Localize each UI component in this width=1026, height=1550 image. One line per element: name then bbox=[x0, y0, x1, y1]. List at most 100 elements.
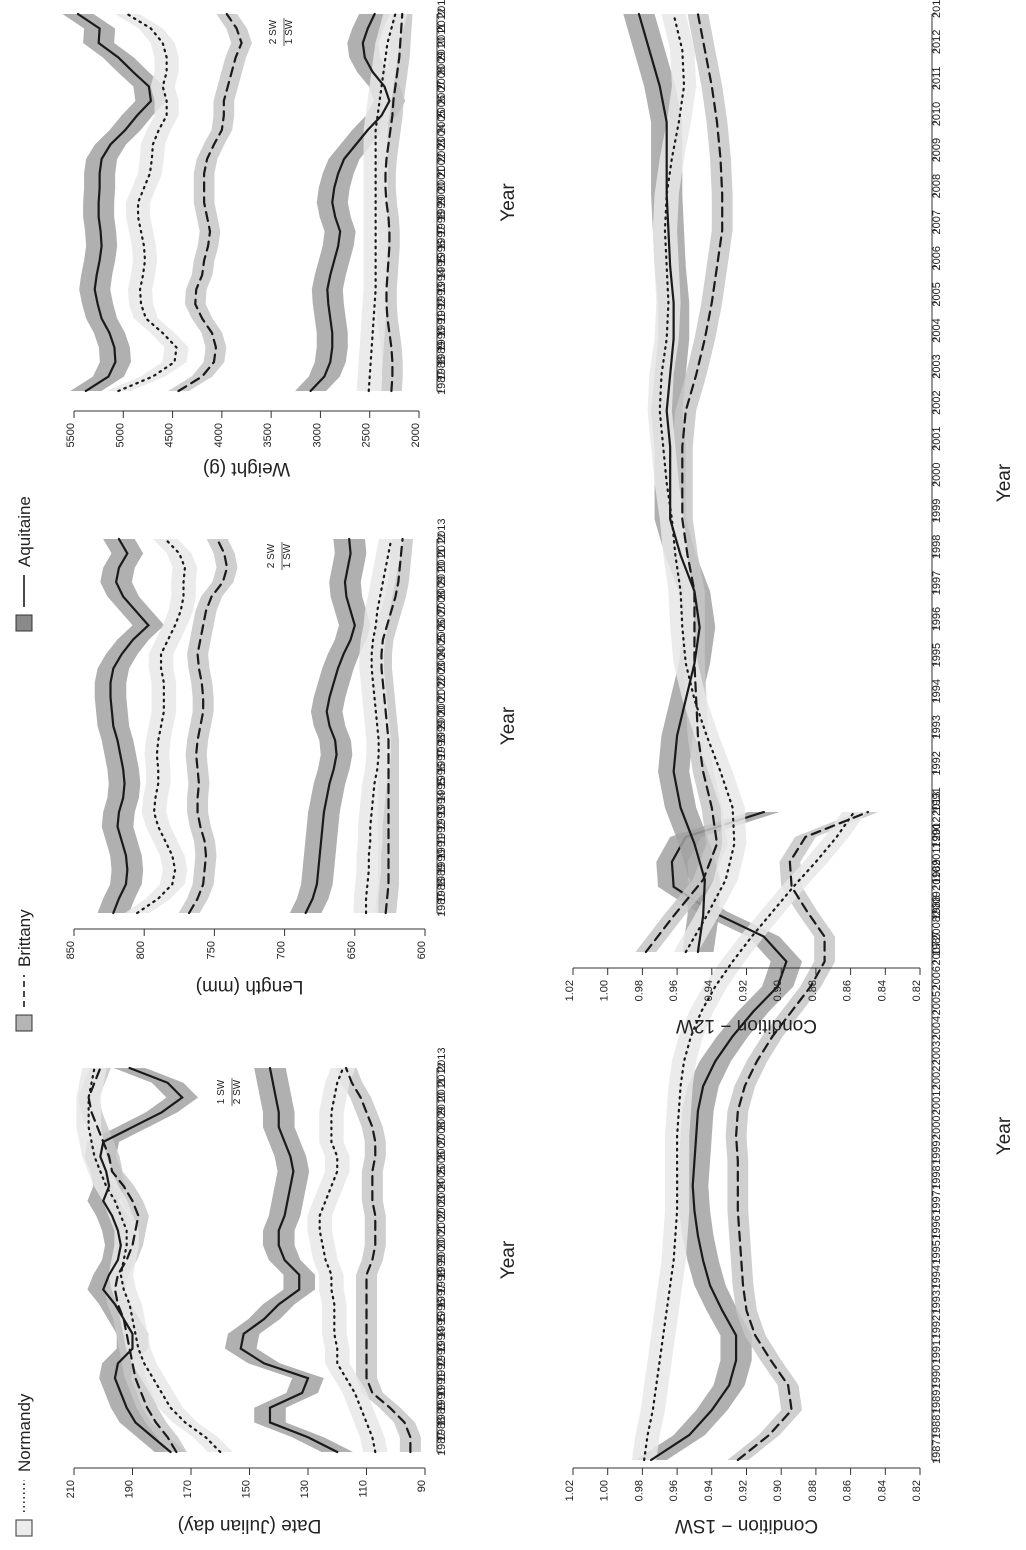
year-tick-label: 1999 bbox=[931, 499, 943, 523]
year-tick-label: 1987 bbox=[931, 932, 943, 956]
year-axis-title: Year bbox=[498, 706, 519, 745]
value-tick-label: 2500 bbox=[361, 423, 373, 447]
value-tick-label: 1.02 bbox=[564, 1480, 576, 1501]
year-tick-label: 2003 bbox=[931, 354, 943, 378]
band-normandy-2 bbox=[106, 14, 189, 391]
year-tick-label: 2011 bbox=[931, 66, 943, 90]
band-normandy-5 bbox=[356, 14, 408, 391]
legend-swatch-brittany bbox=[15, 1014, 33, 1032]
year-tick-label: 1989 bbox=[931, 1390, 943, 1414]
year-axis-title: Year bbox=[498, 1240, 519, 1279]
figure-stage: Normandy Brittany Aquitaine 90 110 130 150 170… bbox=[15, 0, 1015, 1537]
year-tick-label: 1992 bbox=[931, 1315, 943, 1339]
series-line-aquitaine-3 bbox=[239, 1066, 339, 1454]
year-tick-label: 2002 bbox=[931, 390, 943, 414]
year-tick-label: 2004 bbox=[931, 1016, 943, 1040]
year-tick-label: 2002 bbox=[931, 1066, 943, 1090]
band-brittany-1 bbox=[178, 539, 238, 913]
value-tick-label: 4500 bbox=[164, 423, 176, 447]
year-tick-label: 2011 bbox=[436, 1078, 448, 1102]
value-tick-label: 0.88 bbox=[807, 980, 819, 1001]
group-label-bottom: 2 SW bbox=[232, 1079, 243, 1104]
value-tick-label: 0.82 bbox=[911, 980, 923, 1001]
value-tick-label: 5500 bbox=[65, 423, 77, 447]
year-tick-label: 1995 bbox=[931, 1240, 943, 1264]
value-axis-title: Condition − 12W bbox=[676, 1015, 817, 1036]
value-tick-label: 0.90 bbox=[772, 980, 784, 1001]
value-tick-label: 210 bbox=[65, 1480, 77, 1498]
series-line-brittany-4 bbox=[380, 537, 404, 915]
year-tick-label: 1991 bbox=[931, 1340, 943, 1364]
year-tick-label: 1994 bbox=[931, 679, 943, 703]
value-tick-label: 0.86 bbox=[842, 1480, 854, 1501]
series-line-brittany-1 bbox=[87, 1066, 178, 1454]
legend-label-normandy: Normandy bbox=[15, 1393, 34, 1472]
year-tick-label: 2012 bbox=[931, 816, 943, 840]
year-tick-label: 2006 bbox=[931, 966, 943, 990]
year-tick-label: 2006 bbox=[931, 246, 943, 270]
value-tick-label: 650 bbox=[346, 941, 358, 959]
series-line-brittany-4 bbox=[384, 12, 404, 393]
year-tick-label: 1987 bbox=[931, 1440, 943, 1464]
series-line-brittany-1 bbox=[177, 12, 243, 393]
year-tick-label: 2010 bbox=[931, 102, 943, 126]
year-tick-label: 1994 bbox=[931, 1265, 943, 1289]
year-tick-label: 2000 bbox=[931, 463, 943, 487]
series-line-normandy-5 bbox=[367, 12, 397, 393]
value-tick-label: 0.96 bbox=[668, 1480, 680, 1501]
value-axis-title: Weight (g) bbox=[203, 458, 290, 479]
year-tick-label: 2008 bbox=[931, 174, 943, 198]
year-tick-label: 1995 bbox=[931, 643, 943, 667]
value-tick-label: 0.90 bbox=[772, 1480, 784, 1501]
year-tick-label: 1997 bbox=[931, 571, 943, 595]
legend-label-brittany: Brittany bbox=[15, 909, 34, 967]
value-tick-label: 800 bbox=[135, 941, 147, 959]
value-tick-label: 1.02 bbox=[564, 980, 576, 1001]
value-tick-label: 750 bbox=[205, 941, 217, 959]
value-tick-label: 170 bbox=[182, 1480, 194, 1498]
year-tick-label: 2005 bbox=[931, 991, 943, 1015]
value-axis-title: Condition − 1SW bbox=[675, 1515, 818, 1536]
year-tick-label: 1999 bbox=[931, 1140, 943, 1164]
value-axis-title: Length (mm) bbox=[196, 976, 304, 997]
year-tick-label: 2013 bbox=[436, 1048, 448, 1072]
year-tick-label: 1988 bbox=[931, 895, 943, 919]
year-tick-label: 2013 bbox=[436, 0, 448, 18]
year-tick-label: 1988 bbox=[931, 1415, 943, 1439]
panel-weight: 2000 2500 3000 3500 4000 4500 5000 5500 Weight (… bbox=[62, 0, 519, 479]
year-axis-title: Year bbox=[994, 1116, 1015, 1155]
year-tick-label: 2007 bbox=[931, 210, 943, 234]
band-normandy-2 bbox=[76, 1068, 233, 1452]
panel-condition-1sw: 0.82 0.84 0.86 0.88 0.90 0.92 0.94 0.96 0.98 1.00… bbox=[564, 792, 1015, 1536]
year-tick-label: 1998 bbox=[931, 535, 943, 559]
legend: Normandy Brittany Aquitaine bbox=[15, 496, 34, 1537]
year-tick-label: 2004 bbox=[931, 318, 943, 342]
year-tick-label: 2012 bbox=[931, 30, 943, 54]
year-tick-label: 2011 bbox=[436, 23, 448, 47]
group-label-top: 1 SW bbox=[216, 1079, 227, 1104]
group-label-bottom: 1 SW bbox=[284, 19, 295, 44]
year-tick-label: 2003 bbox=[931, 1041, 943, 1065]
band-aquitaine-0 bbox=[62, 14, 167, 391]
year-tick-label: 2009 bbox=[931, 891, 943, 915]
year-tick-label: 2013 bbox=[931, 792, 943, 816]
year-tick-label: 1993 bbox=[931, 1290, 943, 1314]
year-tick-label: 2008 bbox=[931, 916, 943, 940]
value-tick-label: 0.94 bbox=[703, 980, 715, 1001]
legend-swatch-normandy bbox=[15, 1519, 33, 1537]
value-tick-label: 130 bbox=[299, 1480, 311, 1498]
value-tick-label: 90 bbox=[416, 1480, 428, 1492]
series-line-aquitaine-0 bbox=[109, 537, 150, 915]
series-line-aquitaine-3 bbox=[304, 537, 356, 915]
value-tick-label: 600 bbox=[416, 941, 428, 959]
year-tick-label: 2001 bbox=[931, 426, 943, 450]
value-tick-label: 0.92 bbox=[738, 1480, 750, 1501]
series-line-brittany-1 bbox=[644, 12, 724, 954]
value-tick-label: 0.88 bbox=[807, 1480, 819, 1501]
series-line-brittany-4 bbox=[344, 1066, 412, 1454]
value-tick-label: 700 bbox=[276, 941, 288, 959]
series-line-normandy-2 bbox=[658, 12, 736, 954]
year-axis-title: Year bbox=[498, 183, 519, 222]
